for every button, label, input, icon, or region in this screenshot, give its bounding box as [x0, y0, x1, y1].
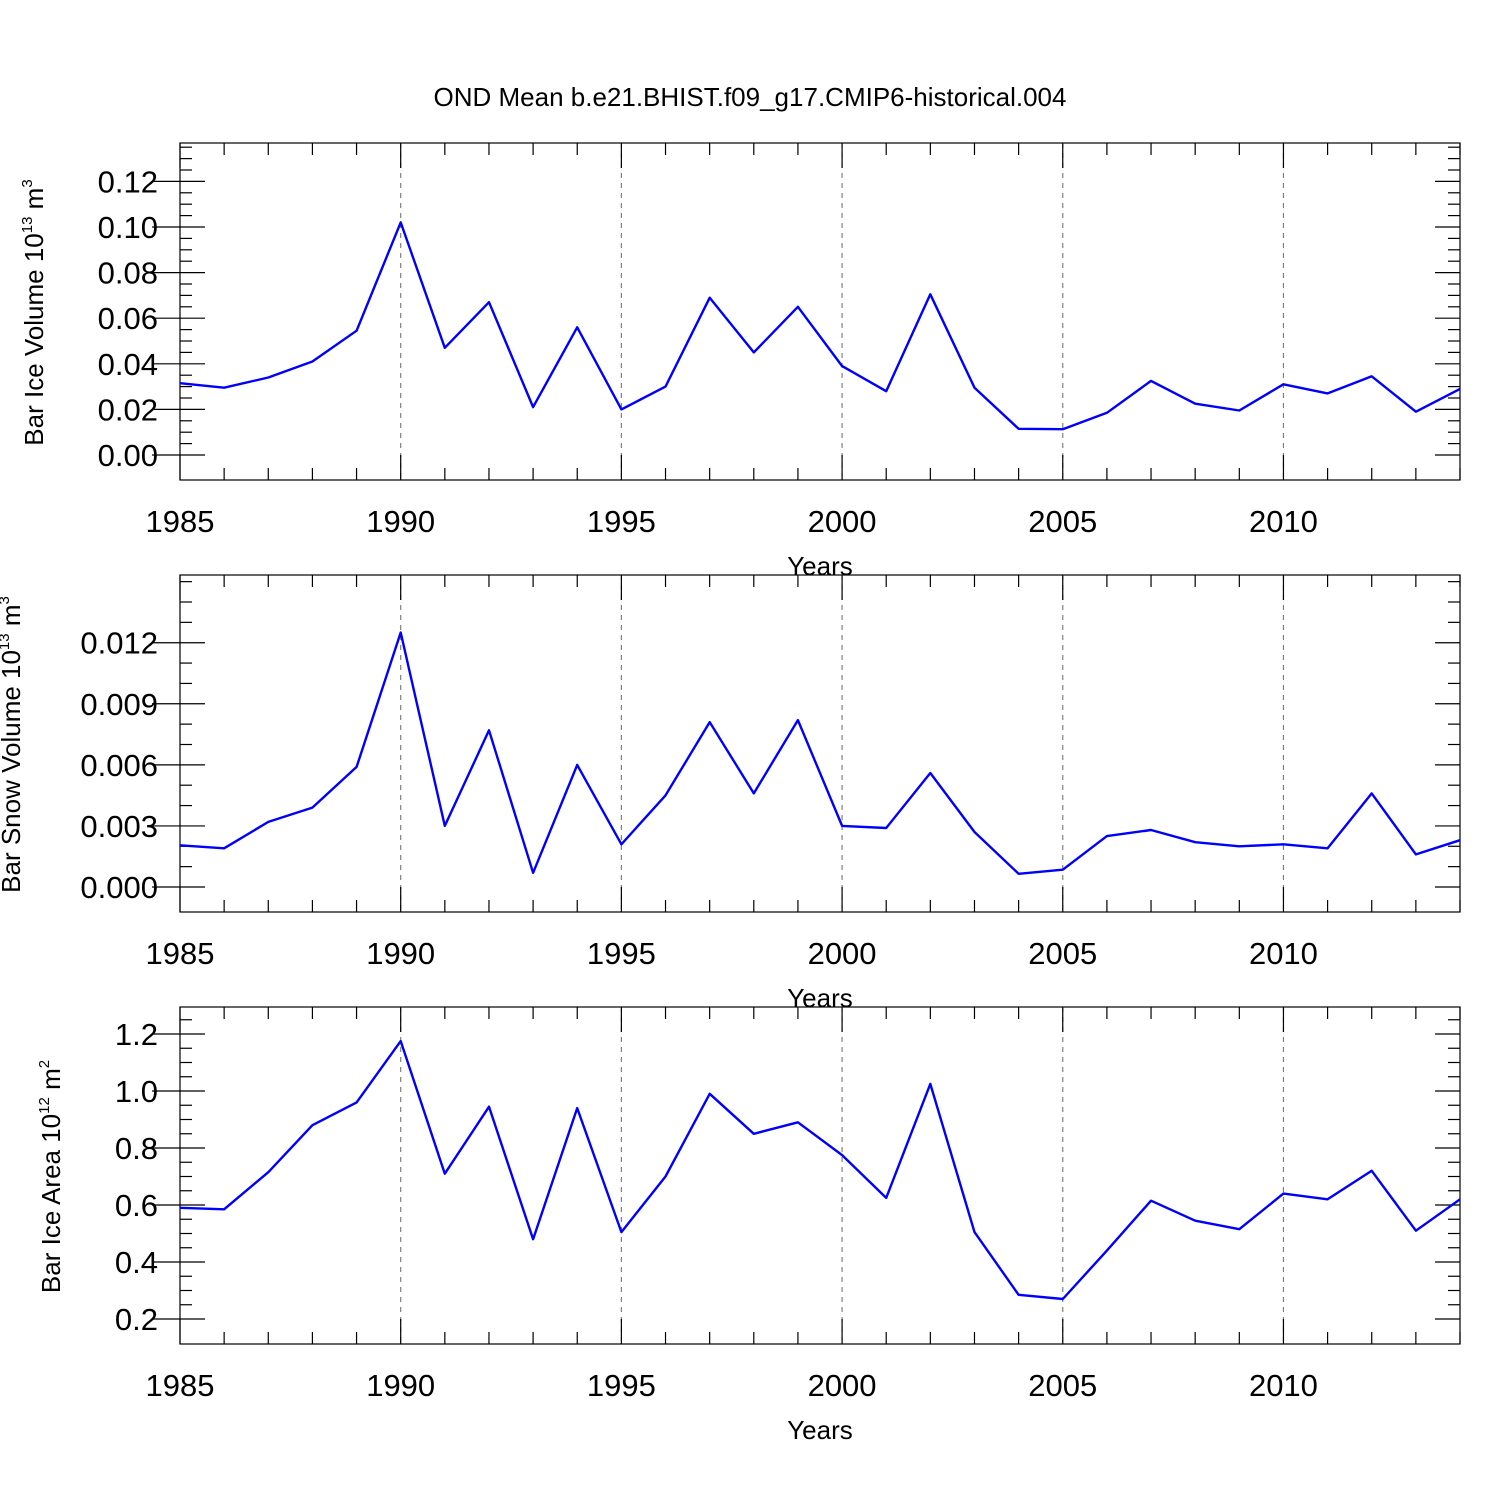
y-axis-title: Bar Ice Area 1012 m2	[36, 1060, 66, 1293]
y-tick-label: 1.2	[115, 1017, 158, 1052]
x-tick-label: 2010	[1249, 504, 1318, 539]
x-tick-label: 1995	[587, 936, 656, 971]
x-tick-label: 2000	[808, 1368, 877, 1403]
x-tick-label: 2005	[1028, 936, 1097, 971]
x-tick-label: 1990	[366, 504, 435, 539]
panels: 0.00 0.02 0.04 0.06 0.08 0.10 0.12 1985 1990 1995…	[0, 142, 1461, 1445]
y-tick-label: 0.4	[115, 1245, 158, 1280]
panel-snow-volume: 0.000 0.003 0.006 0.009 0.012 1985 1990 1995 200…	[0, 574, 1461, 1013]
plot-frame	[179, 142, 1461, 481]
x-axis-title: Years	[787, 1415, 853, 1445]
y-tick-label: 0.08	[98, 256, 158, 291]
panel-ice-volume: 0.00 0.02 0.04 0.06 0.08 0.10 0.12 1985 1990 1995…	[19, 142, 1461, 581]
y-tick-label: 0.12	[98, 164, 158, 199]
y-tick-label: 0.06	[98, 301, 158, 336]
x-tick-label: 2000	[808, 504, 877, 539]
figure-title: OND Mean b.e21.BHIST.f09_g17.CMIP6-histo…	[434, 82, 1067, 112]
x-tick-label: 1985	[146, 504, 215, 539]
y-tick-label: 0.00	[98, 438, 158, 473]
x-tick-label: 1995	[587, 1368, 656, 1403]
y-tick-label: 0.6	[115, 1188, 158, 1223]
y-tick-label: 1.0	[115, 1074, 158, 1109]
y-tick-label: 0.003	[80, 809, 158, 844]
series-line-ice-volume	[179, 221, 1461, 431]
y-tick-label: 0.009	[80, 687, 158, 722]
x-tick-label: 1985	[146, 1368, 215, 1403]
x-tick-label: 2010	[1249, 936, 1318, 971]
y-tick-label: 0.04	[98, 347, 158, 382]
x-tick-label: 2010	[1249, 1368, 1318, 1403]
x-tick-label: 1990	[366, 1368, 435, 1403]
y-tick-label: 0.012	[80, 626, 158, 661]
y-tick-label: 0.006	[80, 748, 158, 783]
x-tick-label: 2005	[1028, 1368, 1097, 1403]
panel-ice-area: 0.2 0.4 0.6 0.8 1.0 1.2 1985 1990 1995 2000 2005 20…	[36, 1006, 1461, 1445]
plot-frame	[179, 1006, 1461, 1345]
y-tick-label: 0.02	[98, 392, 158, 427]
x-axis-title: Years	[787, 551, 853, 581]
x-tick-label: 1990	[366, 936, 435, 971]
x-tick-label: 1995	[587, 504, 656, 539]
x-axis-title: Years	[787, 983, 853, 1013]
plot-frame	[179, 574, 1461, 913]
x-tick-label: 1985	[146, 936, 215, 971]
y-axis-title: Bar Ice Volume 1013 m3	[19, 179, 49, 445]
y-tick-label: 0.8	[115, 1131, 158, 1166]
y-tick-label: 0.2	[115, 1302, 158, 1337]
y-axis-title: Bar Snow Volume 1013 m3	[0, 596, 26, 893]
x-tick-label: 2005	[1028, 504, 1097, 539]
series-line-ice-area	[179, 1039, 1461, 1301]
y-tick-label: 0.000	[80, 870, 158, 905]
x-tick-label: 2000	[808, 936, 877, 971]
y-tick-label: 0.10	[98, 210, 158, 245]
series-line-snow-volume	[179, 631, 1461, 875]
